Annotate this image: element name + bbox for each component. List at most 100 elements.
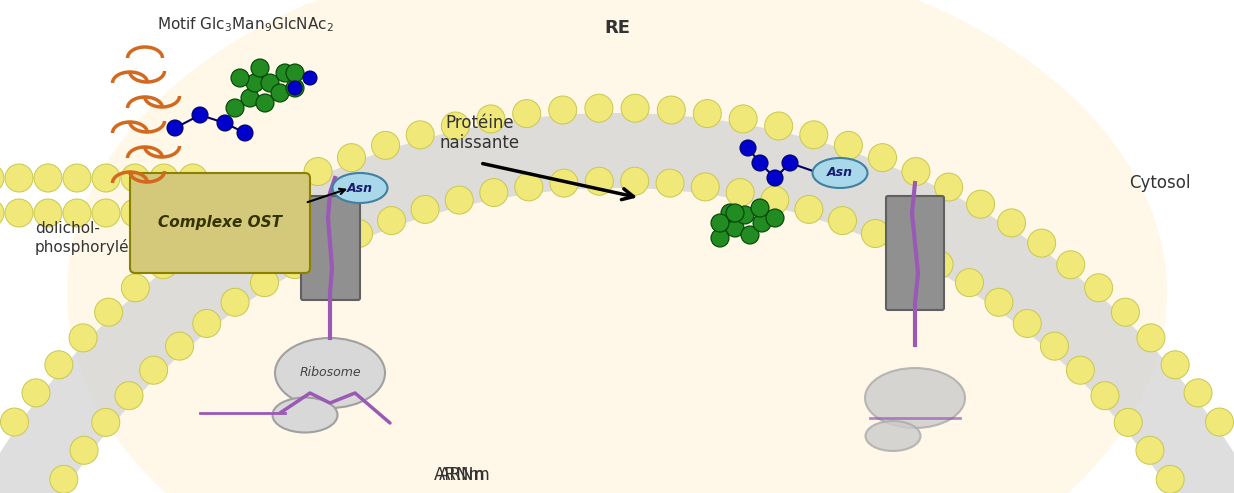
FancyBboxPatch shape [886, 196, 944, 310]
Circle shape [167, 120, 183, 136]
Circle shape [445, 186, 473, 214]
Circle shape [861, 219, 890, 247]
Circle shape [286, 79, 304, 97]
Circle shape [237, 125, 253, 141]
Circle shape [221, 288, 249, 317]
Circle shape [151, 199, 178, 227]
Circle shape [1028, 229, 1055, 257]
Circle shape [1112, 298, 1139, 326]
Circle shape [800, 121, 828, 149]
Circle shape [1091, 382, 1119, 410]
Circle shape [550, 169, 578, 197]
Circle shape [1114, 408, 1143, 436]
Circle shape [512, 100, 540, 128]
Ellipse shape [273, 397, 338, 432]
Circle shape [480, 178, 508, 207]
Circle shape [286, 64, 304, 82]
Circle shape [304, 71, 317, 85]
Circle shape [209, 209, 237, 237]
Circle shape [255, 94, 274, 112]
Circle shape [22, 379, 49, 407]
Circle shape [585, 94, 613, 122]
Circle shape [95, 298, 122, 326]
Circle shape [193, 310, 221, 338]
Circle shape [694, 100, 722, 128]
Circle shape [752, 199, 769, 217]
Text: dolichol-
phosphorylé: dolichol- phosphorylé [35, 221, 130, 255]
Circle shape [658, 96, 685, 124]
Circle shape [121, 274, 149, 302]
Circle shape [69, 324, 97, 352]
Circle shape [869, 143, 897, 172]
Text: Motif Glc$_3$Man$_9$GlcNAc$_2$: Motif Glc$_3$Man$_9$GlcNAc$_2$ [157, 16, 333, 35]
Circle shape [766, 209, 784, 227]
Circle shape [1085, 274, 1113, 302]
Circle shape [621, 167, 649, 195]
Circle shape [193, 107, 209, 123]
Circle shape [115, 382, 143, 410]
Circle shape [179, 199, 207, 227]
Ellipse shape [67, 0, 1167, 493]
Circle shape [740, 226, 759, 244]
Circle shape [726, 219, 744, 237]
Circle shape [549, 96, 576, 124]
Bar [0, 0, 1234, 193]
Circle shape [966, 190, 995, 218]
Circle shape [711, 214, 729, 232]
Circle shape [5, 164, 33, 192]
Circle shape [165, 332, 194, 360]
Text: ARNm: ARNm [434, 466, 486, 484]
Circle shape [281, 250, 308, 279]
Circle shape [304, 158, 332, 185]
Circle shape [761, 186, 789, 214]
Circle shape [726, 204, 744, 222]
Circle shape [828, 207, 856, 235]
FancyBboxPatch shape [301, 196, 360, 300]
Text: Ribosome: Ribosome [299, 366, 360, 380]
Circle shape [49, 465, 78, 493]
Circle shape [411, 195, 439, 223]
Circle shape [1161, 351, 1190, 379]
Circle shape [251, 269, 279, 297]
Circle shape [246, 74, 264, 92]
Circle shape [768, 170, 784, 186]
Ellipse shape [865, 421, 921, 451]
Circle shape [91, 408, 120, 436]
Circle shape [955, 269, 983, 297]
Circle shape [515, 173, 543, 201]
Circle shape [271, 84, 289, 102]
Circle shape [231, 69, 249, 87]
Circle shape [241, 89, 259, 107]
Ellipse shape [812, 158, 868, 188]
Text: ARNm: ARNm [439, 466, 491, 484]
Circle shape [93, 199, 120, 227]
Circle shape [1137, 436, 1164, 464]
Circle shape [179, 164, 207, 192]
Circle shape [765, 112, 792, 140]
Circle shape [1040, 332, 1069, 360]
Circle shape [726, 178, 754, 207]
Circle shape [926, 250, 953, 279]
Circle shape [251, 59, 269, 77]
Circle shape [902, 158, 930, 185]
Circle shape [893, 234, 922, 262]
Circle shape [1013, 310, 1041, 338]
Circle shape [70, 436, 97, 464]
Circle shape [312, 234, 341, 262]
Circle shape [1137, 324, 1165, 352]
Circle shape [93, 164, 120, 192]
Circle shape [371, 132, 400, 159]
Circle shape [344, 219, 373, 247]
Circle shape [239, 190, 268, 218]
Circle shape [997, 209, 1025, 237]
Circle shape [0, 408, 28, 436]
Text: Asn: Asn [827, 167, 853, 179]
Circle shape [63, 199, 91, 227]
Circle shape [711, 229, 729, 247]
Circle shape [753, 214, 771, 232]
Ellipse shape [332, 173, 387, 203]
Circle shape [406, 121, 434, 149]
Circle shape [288, 81, 302, 95]
Circle shape [63, 164, 91, 192]
Circle shape [585, 167, 613, 195]
